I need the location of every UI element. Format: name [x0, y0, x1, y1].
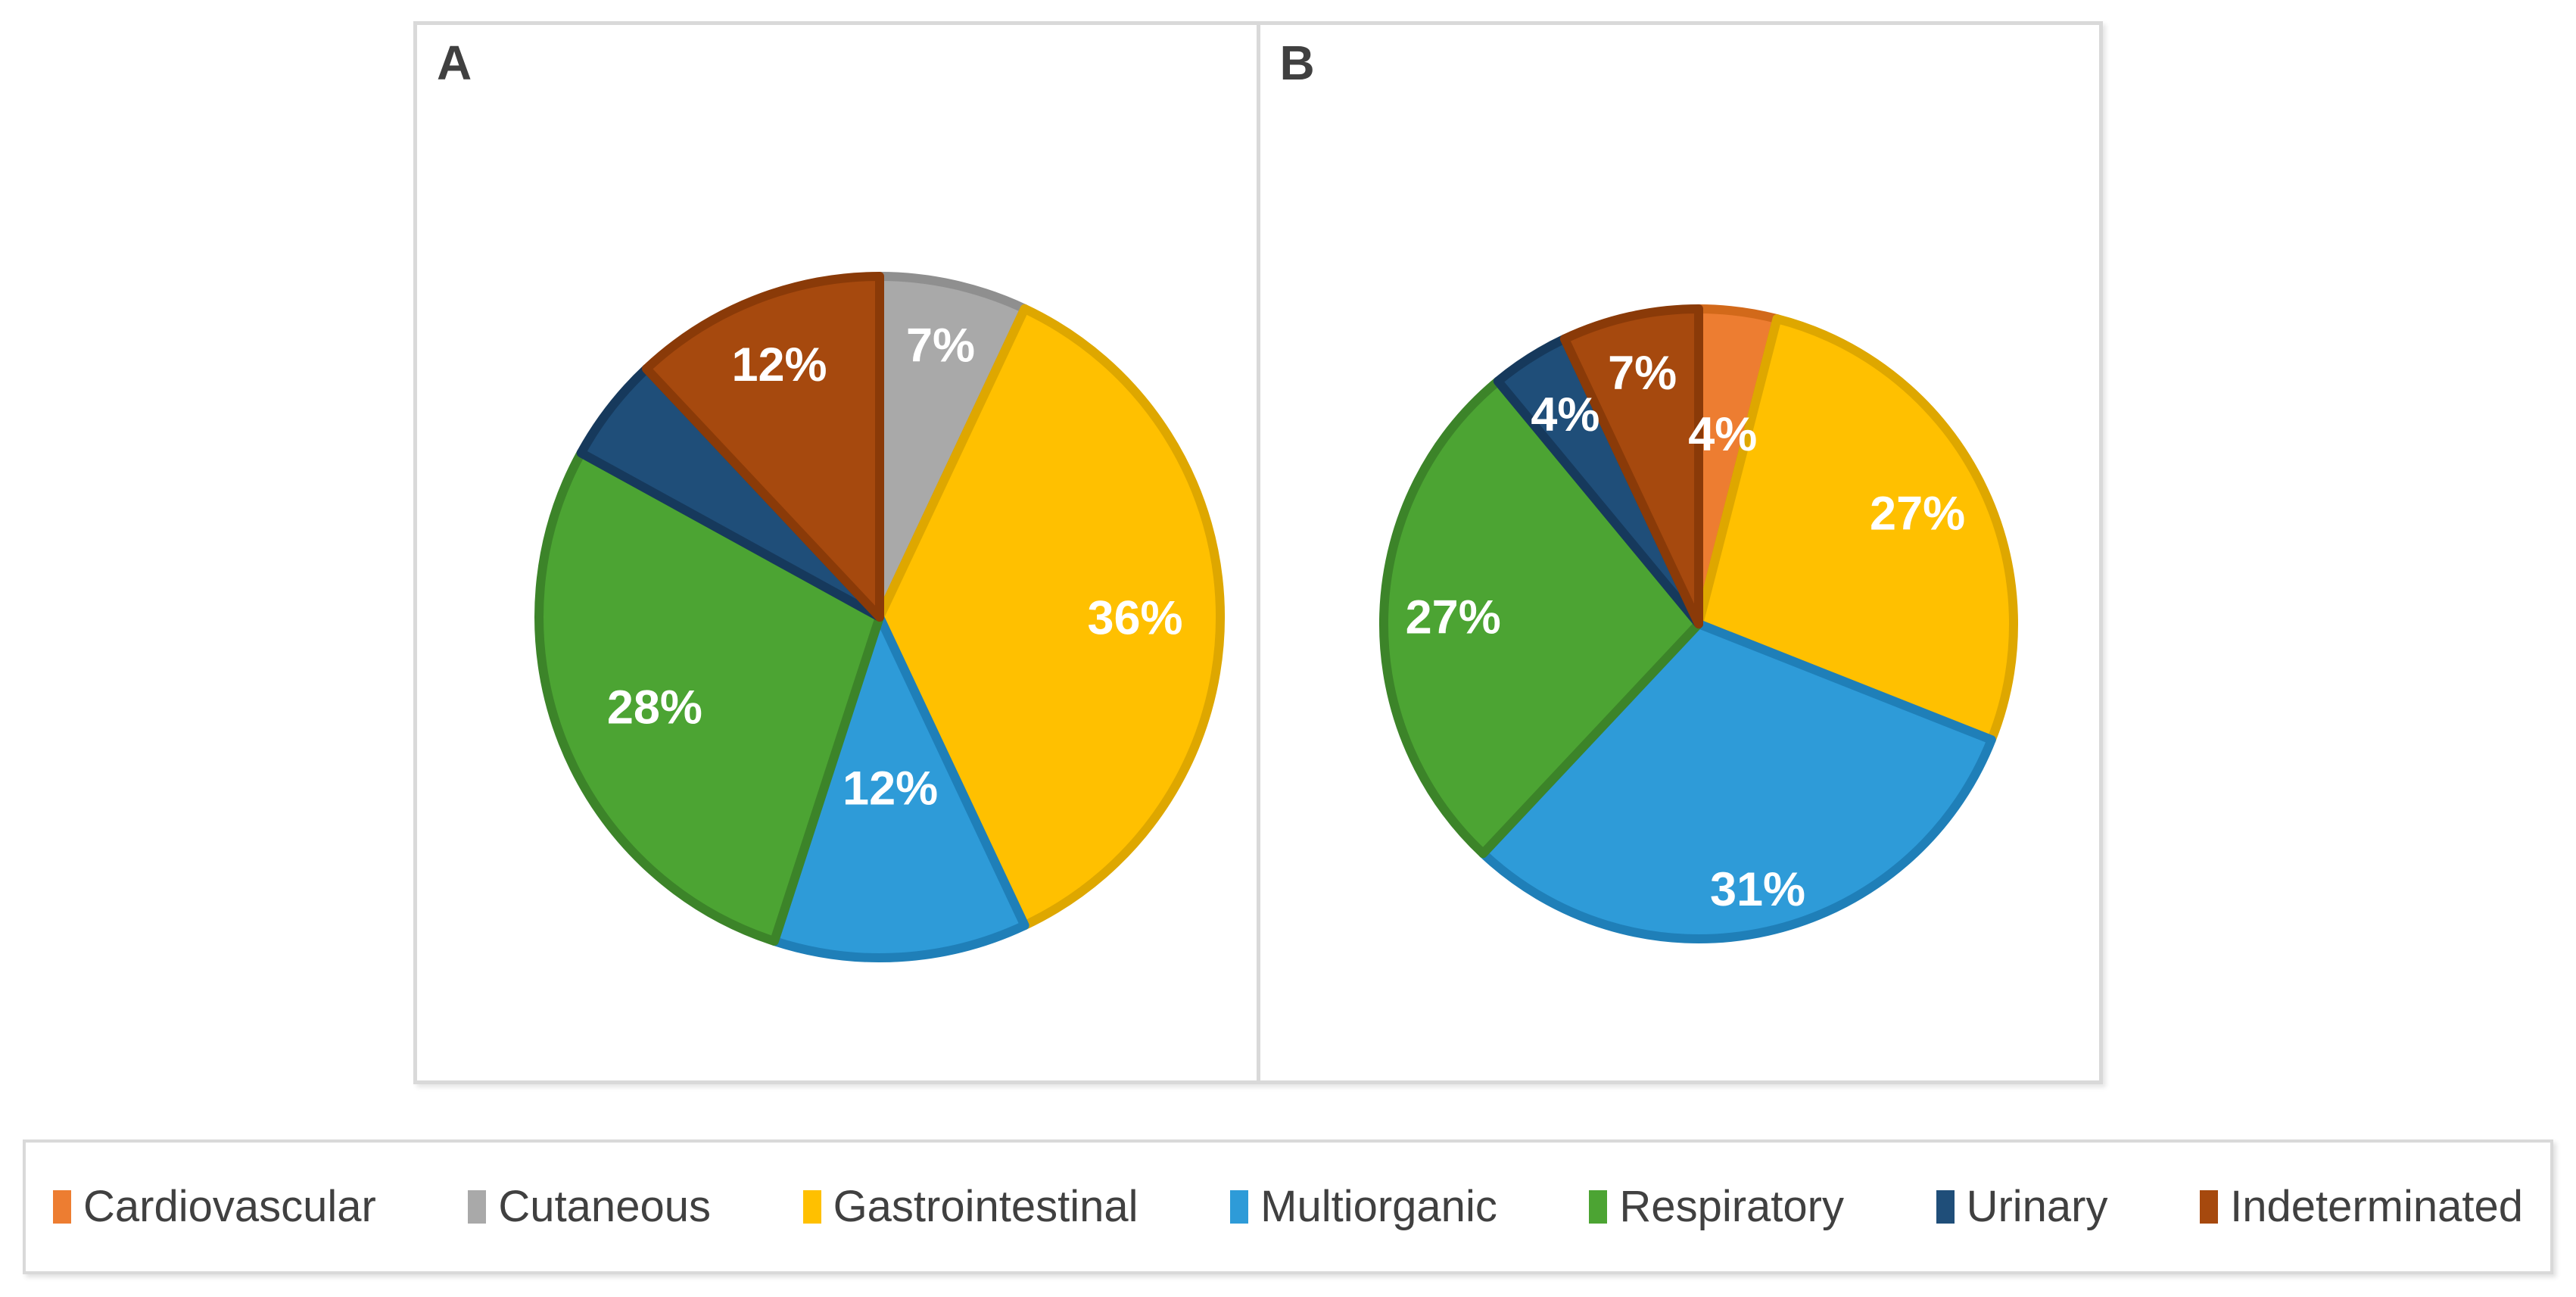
legend-label-cutaneous: Cutaneous [498, 1182, 711, 1231]
pie-slice-gastrointestinal [875, 304, 1226, 931]
pie-data-label-cutaneous: 7% [906, 320, 975, 373]
legend-label-multiorganic: Multiorganic [1260, 1182, 1497, 1231]
pie-slice-indeterminated [1559, 304, 1703, 628]
legend-marker-cutaneous [468, 1190, 487, 1224]
pie-chart-a: 7% 36% 12% 28% 12% [534, 272, 1226, 962]
legend-item-indeterminated: Indeterminated [2200, 1185, 2523, 1229]
pie-chart-b: 4% 27% 31% 27% 4%7% [1378, 304, 2018, 943]
pie-data-label-gastrointestinal: 27% [1870, 487, 1965, 540]
legend-label-cardiovascular: Cardiovascular [83, 1182, 376, 1231]
pie-data-label-indeterminated: 7% [1608, 347, 1677, 400]
pie-data-label-respiratory: 28% [607, 681, 702, 734]
chart-panels-frame: A 7% 36% 12% 28% 12% B 4% 27% 31% 27% 4% 7% [413, 21, 2103, 1084]
pie-slice-gastrointestinal [1693, 314, 2018, 745]
pie-slice-respiratory [1378, 376, 1703, 859]
legend-item-urinary: Urinary [1936, 1182, 2108, 1231]
pie-data-label-indeterminated: 12% [731, 338, 827, 391]
pie-data-label-cardiovascular: 4% [1688, 408, 1757, 461]
legend-item-cardiovascular: Cardiovascular [53, 1185, 376, 1229]
panel-a: A 7% 36% 12% 28% 12% [417, 25, 1257, 1080]
panel-b: B 4% 27% 31% 27% 4% 7% [1256, 25, 2100, 1080]
legend-item-multiorganic: Multiorganic [1230, 1185, 1497, 1229]
legend-marker-gastrointestinal [802, 1190, 821, 1224]
legend-marker-multiorganic [1230, 1190, 1249, 1224]
legend-item-gastrointestinal: Gastrointestinal [802, 1182, 1138, 1231]
legend-marker-cardiovascular [53, 1190, 71, 1224]
legend-marker-urinary [1936, 1190, 1955, 1224]
pie-slice-multiorganic [1478, 619, 1996, 943]
pie-data-label-multiorganic: 31% [1709, 863, 1805, 916]
legend-marker-respiratory [1589, 1190, 1608, 1224]
legend-label-urinary: Urinary [1966, 1182, 2108, 1231]
legend-item-cutaneous: Cutaneous [468, 1185, 711, 1229]
legend-item-respiratory: Respiratory [1589, 1185, 1844, 1229]
pie-slice-indeterminated [642, 272, 884, 622]
pie-slice-multiorganic [769, 613, 1029, 962]
legend-label-gastrointestinal: Gastrointestinal [833, 1182, 1138, 1231]
legend: Cardiovascular Cutaneous Gastrointestinal M… [23, 1140, 2553, 1274]
panel-b-letter: B [1279, 36, 1315, 90]
legend-label-indeterminated: Indeterminated [2230, 1182, 2523, 1231]
panel-a-letter: A [437, 36, 472, 90]
pie-data-label-multiorganic: 12% [843, 762, 938, 815]
legend-label-respiratory: Respiratory [1619, 1182, 1844, 1231]
legend-marker-indeterminated [2200, 1190, 2219, 1224]
pie-data-label-respiratory: 27% [1405, 591, 1500, 644]
pie-data-label-urinary: 4% [1531, 388, 1599, 441]
pie-data-label-gastrointestinal: 36% [1087, 592, 1182, 645]
